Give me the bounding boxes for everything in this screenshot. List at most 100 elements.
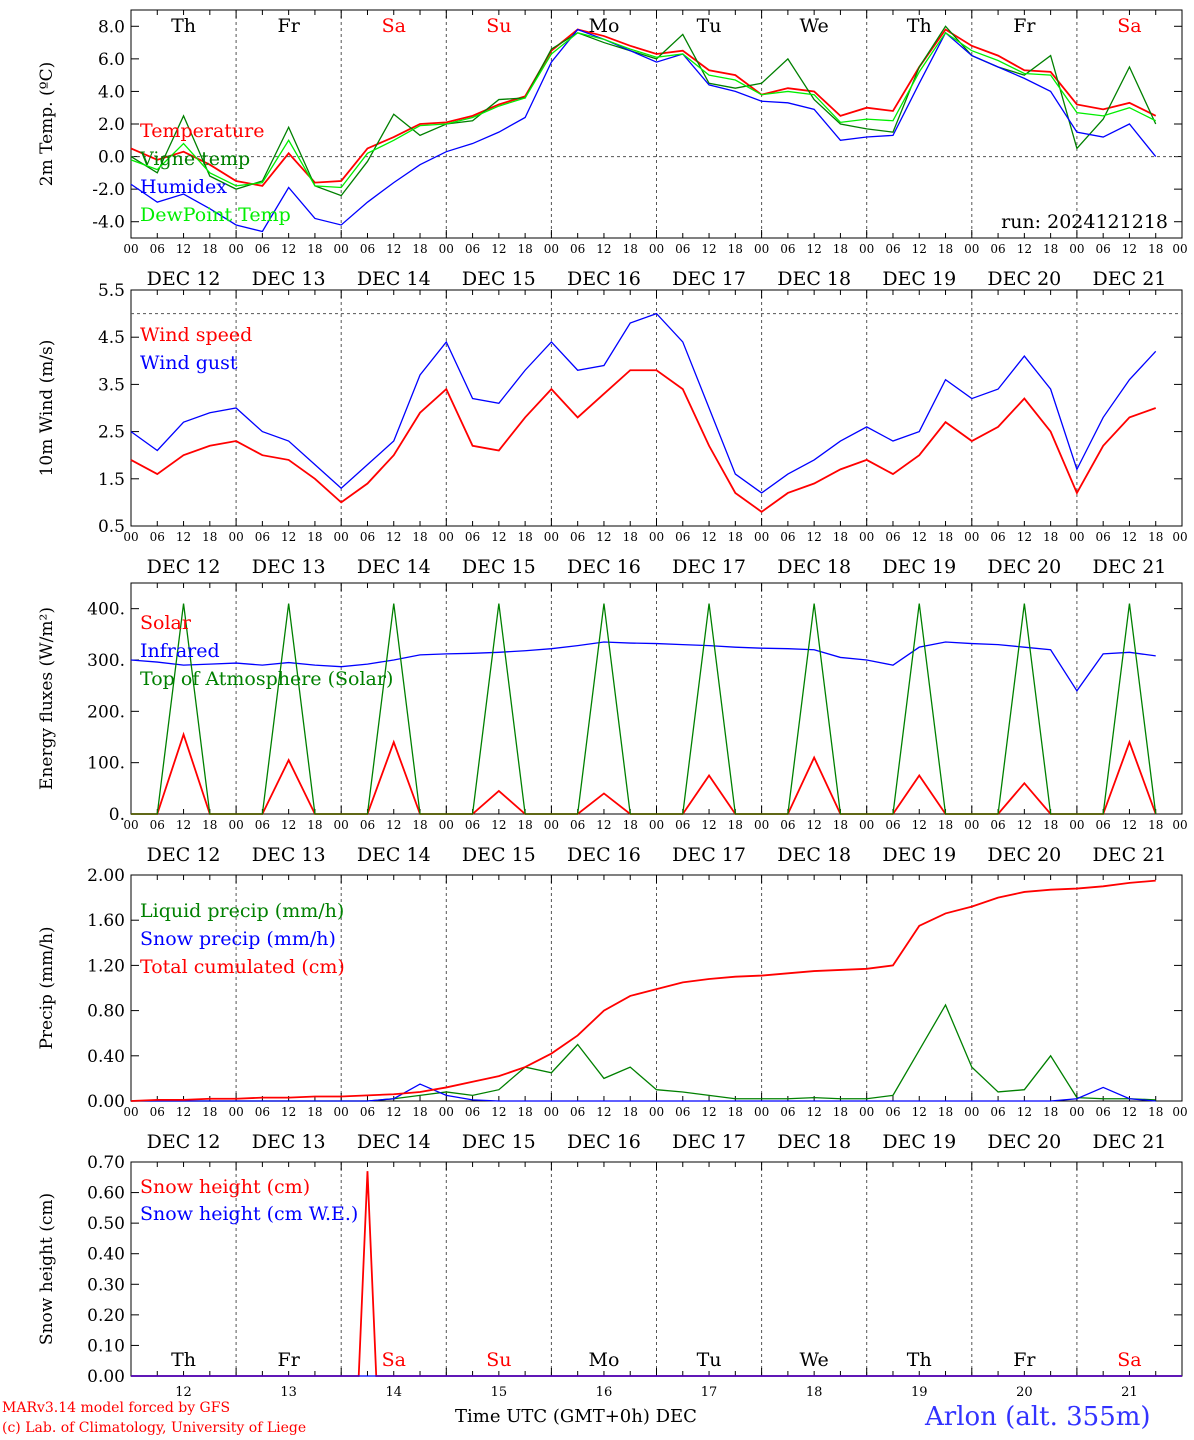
energy-hour-label: 06 bbox=[255, 818, 270, 832]
temp-hour-label: 06 bbox=[360, 242, 375, 256]
wind-legend-entry: Wind gust bbox=[140, 352, 238, 374]
precip-y-tick-label: 1.60 bbox=[87, 911, 125, 931]
temp-hour-label: 18 bbox=[623, 242, 638, 256]
energy-legend-entry: Solar bbox=[140, 612, 192, 634]
energy-y-tick-label: 400. bbox=[87, 600, 125, 620]
wind-hour-label: 12 bbox=[281, 530, 296, 544]
wind-hour-label: 12 bbox=[807, 530, 822, 544]
temp-hour-label: 06 bbox=[255, 242, 270, 256]
energy-hour-label: 00 bbox=[964, 818, 979, 832]
precip-hour-label: 12 bbox=[1122, 1105, 1137, 1119]
temp-date-label: DEC 12 bbox=[147, 268, 221, 290]
temp-date-label: DEC 16 bbox=[567, 268, 641, 290]
wind-hour-label: 00 bbox=[859, 530, 874, 544]
temp-hour-label: 00 bbox=[228, 242, 243, 256]
temp-series-dewpoint-temp bbox=[130, 31, 1157, 189]
precip-hour-label: 00 bbox=[334, 1105, 349, 1119]
energy-hour-label: 06 bbox=[780, 818, 795, 832]
temp-hour-label: 18 bbox=[517, 242, 532, 256]
precip-legend-entry: Total cumulated (cm) bbox=[140, 956, 345, 978]
day-number-label: 14 bbox=[385, 1385, 402, 1400]
weekday-label: Sa bbox=[1117, 1349, 1141, 1371]
energy-date-label: DEC 12 bbox=[147, 844, 221, 866]
precip-hour-label: 00 bbox=[859, 1105, 874, 1119]
temp-hour-label: 06 bbox=[675, 242, 690, 256]
precip-y-tick-label: 0.40 bbox=[87, 1047, 125, 1067]
precip-date-label: DEC 14 bbox=[357, 1131, 431, 1153]
wind-hour-label: 06 bbox=[150, 530, 165, 544]
snow-y-tick-label: 0.10 bbox=[87, 1336, 125, 1356]
energy-y-tick-label: 300. bbox=[87, 651, 125, 671]
energy-y-tick-label: 200. bbox=[87, 702, 125, 722]
temp-y-tick-label: 0.0 bbox=[98, 148, 125, 168]
precip-hour-label: 12 bbox=[596, 1105, 611, 1119]
precip-hour-label: 06 bbox=[990, 1105, 1005, 1119]
model-credit: MARv3.14 model forced by GFS bbox=[2, 1400, 231, 1416]
wind-hour-label: 06 bbox=[570, 530, 585, 544]
wind-date-label: DEC 19 bbox=[882, 556, 956, 578]
weekday-label: Th bbox=[907, 1349, 932, 1371]
energy-hour-label: 18 bbox=[623, 818, 638, 832]
day-number-label: 21 bbox=[1121, 1385, 1138, 1400]
energy-hour-label: 18 bbox=[307, 818, 322, 832]
precip-hour-label: 12 bbox=[807, 1105, 822, 1119]
precip-hour-label: 06 bbox=[675, 1105, 690, 1119]
wind-y-tick-label: 3.5 bbox=[98, 375, 125, 395]
temp-y-tick-label: -2.0 bbox=[92, 180, 125, 200]
temp-hour-label: 00 bbox=[1069, 242, 1084, 256]
energy-date-label: DEC 19 bbox=[882, 844, 956, 866]
precip-date-label: DEC 18 bbox=[777, 1131, 851, 1153]
x-axis-title: Time UTC (GMT+0h) DEC bbox=[455, 1406, 697, 1427]
precip-hour-label: 18 bbox=[412, 1105, 427, 1119]
precip-series-snow-precip-mm-h bbox=[131, 1083, 1156, 1102]
wind-date-label: DEC 14 bbox=[357, 556, 431, 578]
energy-hour-label: 18 bbox=[728, 818, 743, 832]
precip-date-label: DEC 15 bbox=[462, 1131, 536, 1153]
weekday-label: Th bbox=[171, 15, 196, 37]
energy-date-label: DEC 15 bbox=[462, 844, 536, 866]
energy-hour-label: 00 bbox=[859, 818, 874, 832]
precip-hour-label: 00 bbox=[439, 1105, 454, 1119]
energy-hour-label: 06 bbox=[150, 818, 165, 832]
precip-hour-label: 18 bbox=[623, 1105, 638, 1119]
wind-hour-label: 06 bbox=[885, 530, 900, 544]
wind-y-tick-label: 5.5 bbox=[98, 281, 125, 301]
energy-series-solar bbox=[131, 731, 1157, 815]
energy-hour-label: 00 bbox=[544, 818, 559, 832]
precip-hour-label: 18 bbox=[1148, 1105, 1163, 1119]
energy-date-label: DEC 18 bbox=[777, 844, 851, 866]
weekday-label: Mo bbox=[588, 1349, 619, 1371]
temp-hour-label: 00 bbox=[439, 242, 454, 256]
precip-hour-label: 00 bbox=[228, 1105, 243, 1119]
temp-date-label: DEC 13 bbox=[252, 268, 326, 290]
energy-date-label: DEC 16 bbox=[567, 844, 641, 866]
wind-y-tick-label: 4.5 bbox=[98, 328, 125, 348]
energy-hour-label: 00 bbox=[439, 818, 454, 832]
energy-hour-label: 12 bbox=[386, 818, 401, 832]
weekday-label: Sa bbox=[382, 1349, 406, 1371]
weekday-label: Su bbox=[486, 15, 511, 37]
wind-hour-label: 00 bbox=[649, 530, 664, 544]
weekday-label: We bbox=[800, 15, 829, 37]
temp-hour-label: 06 bbox=[1096, 242, 1111, 256]
temp-date-label: DEC 14 bbox=[357, 268, 431, 290]
snow-series-snow-height-cm bbox=[131, 1171, 1182, 1377]
precip-y-axis-label: Precip (mm/h) bbox=[37, 926, 57, 1049]
weekday-label: Sa bbox=[382, 15, 406, 37]
temp-hour-label: 18 bbox=[412, 242, 427, 256]
temp-hour-label: 00 bbox=[859, 242, 874, 256]
precip-hour-label: 12 bbox=[1017, 1105, 1032, 1119]
snow-legend-entry: Snow height (cm) bbox=[140, 1176, 310, 1198]
temp-date-label: DEC 18 bbox=[777, 268, 851, 290]
energy-series-infrared bbox=[130, 641, 1156, 692]
temp-y-tick-label: 2.0 bbox=[98, 115, 125, 135]
wind-hour-label: 18 bbox=[1043, 530, 1058, 544]
energy-hour-label: 06 bbox=[885, 818, 900, 832]
wind-y-tick-label: 1.5 bbox=[98, 470, 125, 490]
day-number-label: 19 bbox=[911, 1385, 928, 1400]
wind-date-label: DEC 21 bbox=[1093, 556, 1167, 578]
precip-hour-label: 18 bbox=[833, 1105, 848, 1119]
temp-y-tick-label: -4.0 bbox=[92, 213, 125, 233]
